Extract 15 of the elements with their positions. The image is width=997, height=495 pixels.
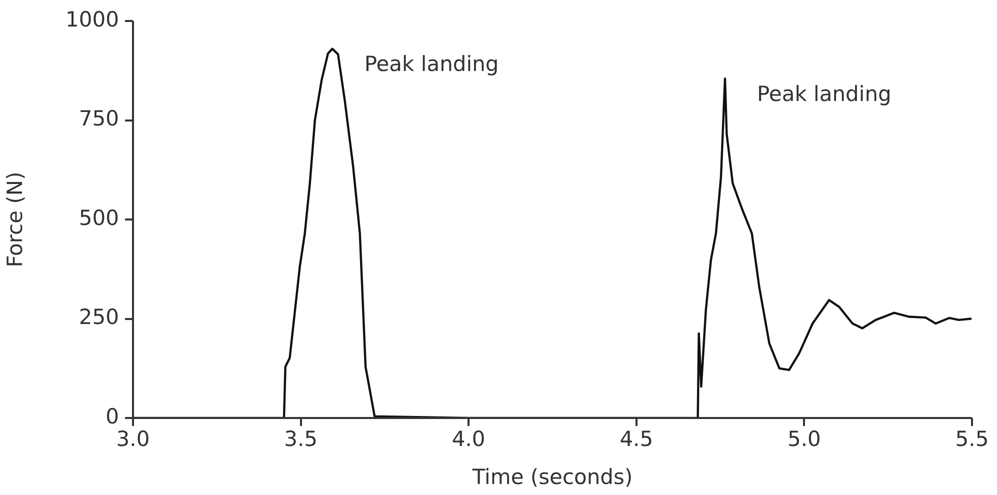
x-axis-title: Time (seconds) (471, 464, 633, 489)
annotation: Peak landing (757, 82, 892, 106)
x-tick-label: 4.0 (452, 427, 486, 452)
y-tick-label: 250 (78, 305, 119, 330)
x-tick-label: 3.5 (284, 427, 318, 452)
x-tick-label: 4.5 (620, 427, 654, 452)
y-tick-label: 500 (78, 206, 119, 230)
y-tick-label: 1000 (66, 7, 119, 32)
x-tick-label: 3.0 (116, 427, 150, 452)
y-tick-label: 750 (78, 106, 119, 131)
y-tick-label: 0 (106, 404, 119, 428)
annotation: Peak landing (364, 52, 499, 76)
x-tick-label: 5.0 (787, 427, 821, 452)
x-tick-label: 5.5 (955, 427, 989, 452)
y-axis-title: Force (N) (3, 172, 28, 268)
